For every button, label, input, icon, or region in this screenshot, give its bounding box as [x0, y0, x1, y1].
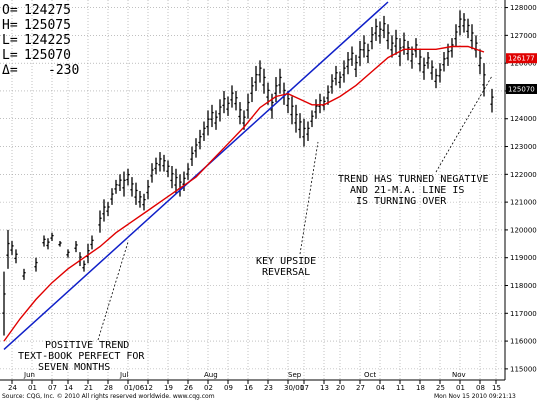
x-tick-label: 01: [28, 384, 37, 392]
y-tick-label: 120000: [510, 226, 537, 234]
x-tick-label: 25: [436, 384, 445, 392]
x-tick-label: 24: [8, 384, 17, 392]
month-label: Sep: [288, 371, 302, 379]
readout-open: O= 124275: [2, 3, 71, 18]
trend-line: [3, 1, 389, 350]
x-tick-label: 13: [320, 384, 329, 392]
y-tick-label: 128000: [510, 4, 537, 12]
arrow-icon: [97, 241, 129, 341]
annotation-line: TEXT-BOOK PERFECT FOR: [18, 351, 145, 362]
x-tick-label: 04: [376, 384, 385, 392]
y-tick-label: 127000: [510, 32, 537, 40]
moving-average-21-line: [3, 45, 485, 342]
y-tick-label: 119000: [510, 254, 537, 262]
annotation-line: AND 21-M.A. LINE IS: [350, 185, 464, 196]
y-tick-label: 126000: [510, 60, 537, 68]
y-tick-label: 121000: [510, 199, 537, 207]
price-tag-label: 125070: [508, 85, 535, 93]
annotation-line: SEVEN MONTHS: [38, 362, 110, 373]
readout-last: L= 125070: [2, 48, 71, 63]
x-tick-label: 02: [204, 384, 213, 392]
x-tick-label: 07: [48, 384, 57, 392]
ohlc-readout: O= 124275 H= 125075 L= 124225 L= 125070 Δ= -2…: [2, 3, 79, 78]
x-tick-label: 07: [300, 384, 309, 392]
y-tick-label: 117000: [510, 310, 537, 318]
annotation-line: POSITIVE TREND: [45, 340, 129, 351]
readout-change: Δ= -230: [2, 63, 79, 78]
readout-low: L= 124225: [2, 33, 71, 48]
x-tick-label: 15: [492, 384, 501, 392]
footer-timestamp: Mon Nov 15 2010 09:21:13: [434, 393, 516, 400]
x-tick-label: 30/01: [284, 384, 304, 392]
x-tick-label: 18: [416, 384, 425, 392]
y-tick-label: 123000: [510, 143, 537, 151]
month-label: Oct: [364, 371, 376, 379]
month-label: Aug: [204, 371, 218, 379]
x-tick-label: 20: [336, 384, 345, 392]
annotation-line: TREND HAS TURNED NEGATIVE: [338, 174, 489, 185]
price-tag-box: [506, 83, 537, 94]
footer-source: Source: CQG, Inc. © 2010 All rights rese…: [2, 393, 215, 400]
x-tick-label: 26: [184, 384, 193, 392]
annotation-line: REVERSAL: [262, 267, 310, 278]
x-tick-label: 08: [476, 384, 485, 392]
price-tag-box: [506, 53, 537, 64]
y-axis-ticks: 115000 116000 117000 118000 119000 120000 1210…: [505, 4, 537, 373]
x-tick-label: 12: [144, 384, 153, 392]
price-tags: 126177 125070: [506, 53, 537, 94]
month-label: Nov: [452, 371, 466, 379]
x-tick-label: 09: [224, 384, 233, 392]
x-tick-label: 19: [164, 384, 173, 392]
annotation-key-reversal: KEY UPSIDE REVERSAL: [256, 141, 319, 278]
readout-high: H= 125075: [2, 18, 71, 33]
x-tick-label: 14: [64, 384, 73, 392]
x-tick-label: 28: [104, 384, 113, 392]
y-tick-label: 116000: [510, 338, 537, 346]
month-label: Jul: [119, 371, 129, 379]
x-tick-label: 23: [264, 384, 273, 392]
x-tick-label: 01/06: [124, 384, 145, 392]
annotation-line: KEY UPSIDE: [256, 256, 316, 267]
y-tick-label: 124000: [510, 115, 537, 123]
annotation-positive-trend: POSITIVE TREND TEXT-BOOK PERFECT FOR SEV…: [18, 241, 145, 373]
y-tick-label: 118000: [510, 282, 537, 290]
x-tick-label: 27: [356, 384, 365, 392]
x-tick-label: 16: [244, 384, 253, 392]
price-tag-label: 126177: [508, 55, 535, 63]
arrow-icon: [299, 141, 319, 255]
x-tick-label: 01: [456, 384, 465, 392]
x-tick-label: 21: [84, 384, 93, 392]
month-label: Jun: [23, 371, 35, 379]
annotation-line: IS TURNING OVER: [356, 196, 447, 207]
footer: Source: CQG, Inc. © 2010 All rights rese…: [2, 393, 516, 400]
y-tick-label: 122000: [510, 171, 537, 179]
y-tick-label: 115000: [510, 365, 537, 373]
ohlc-bars: [2, 10, 494, 336]
x-tick-label: 11: [396, 384, 405, 392]
annotation-trend-negative: TREND HAS TURNED NEGATIVE AND 21-M.A. LI…: [338, 75, 493, 207]
arrow-icon: [435, 75, 493, 173]
